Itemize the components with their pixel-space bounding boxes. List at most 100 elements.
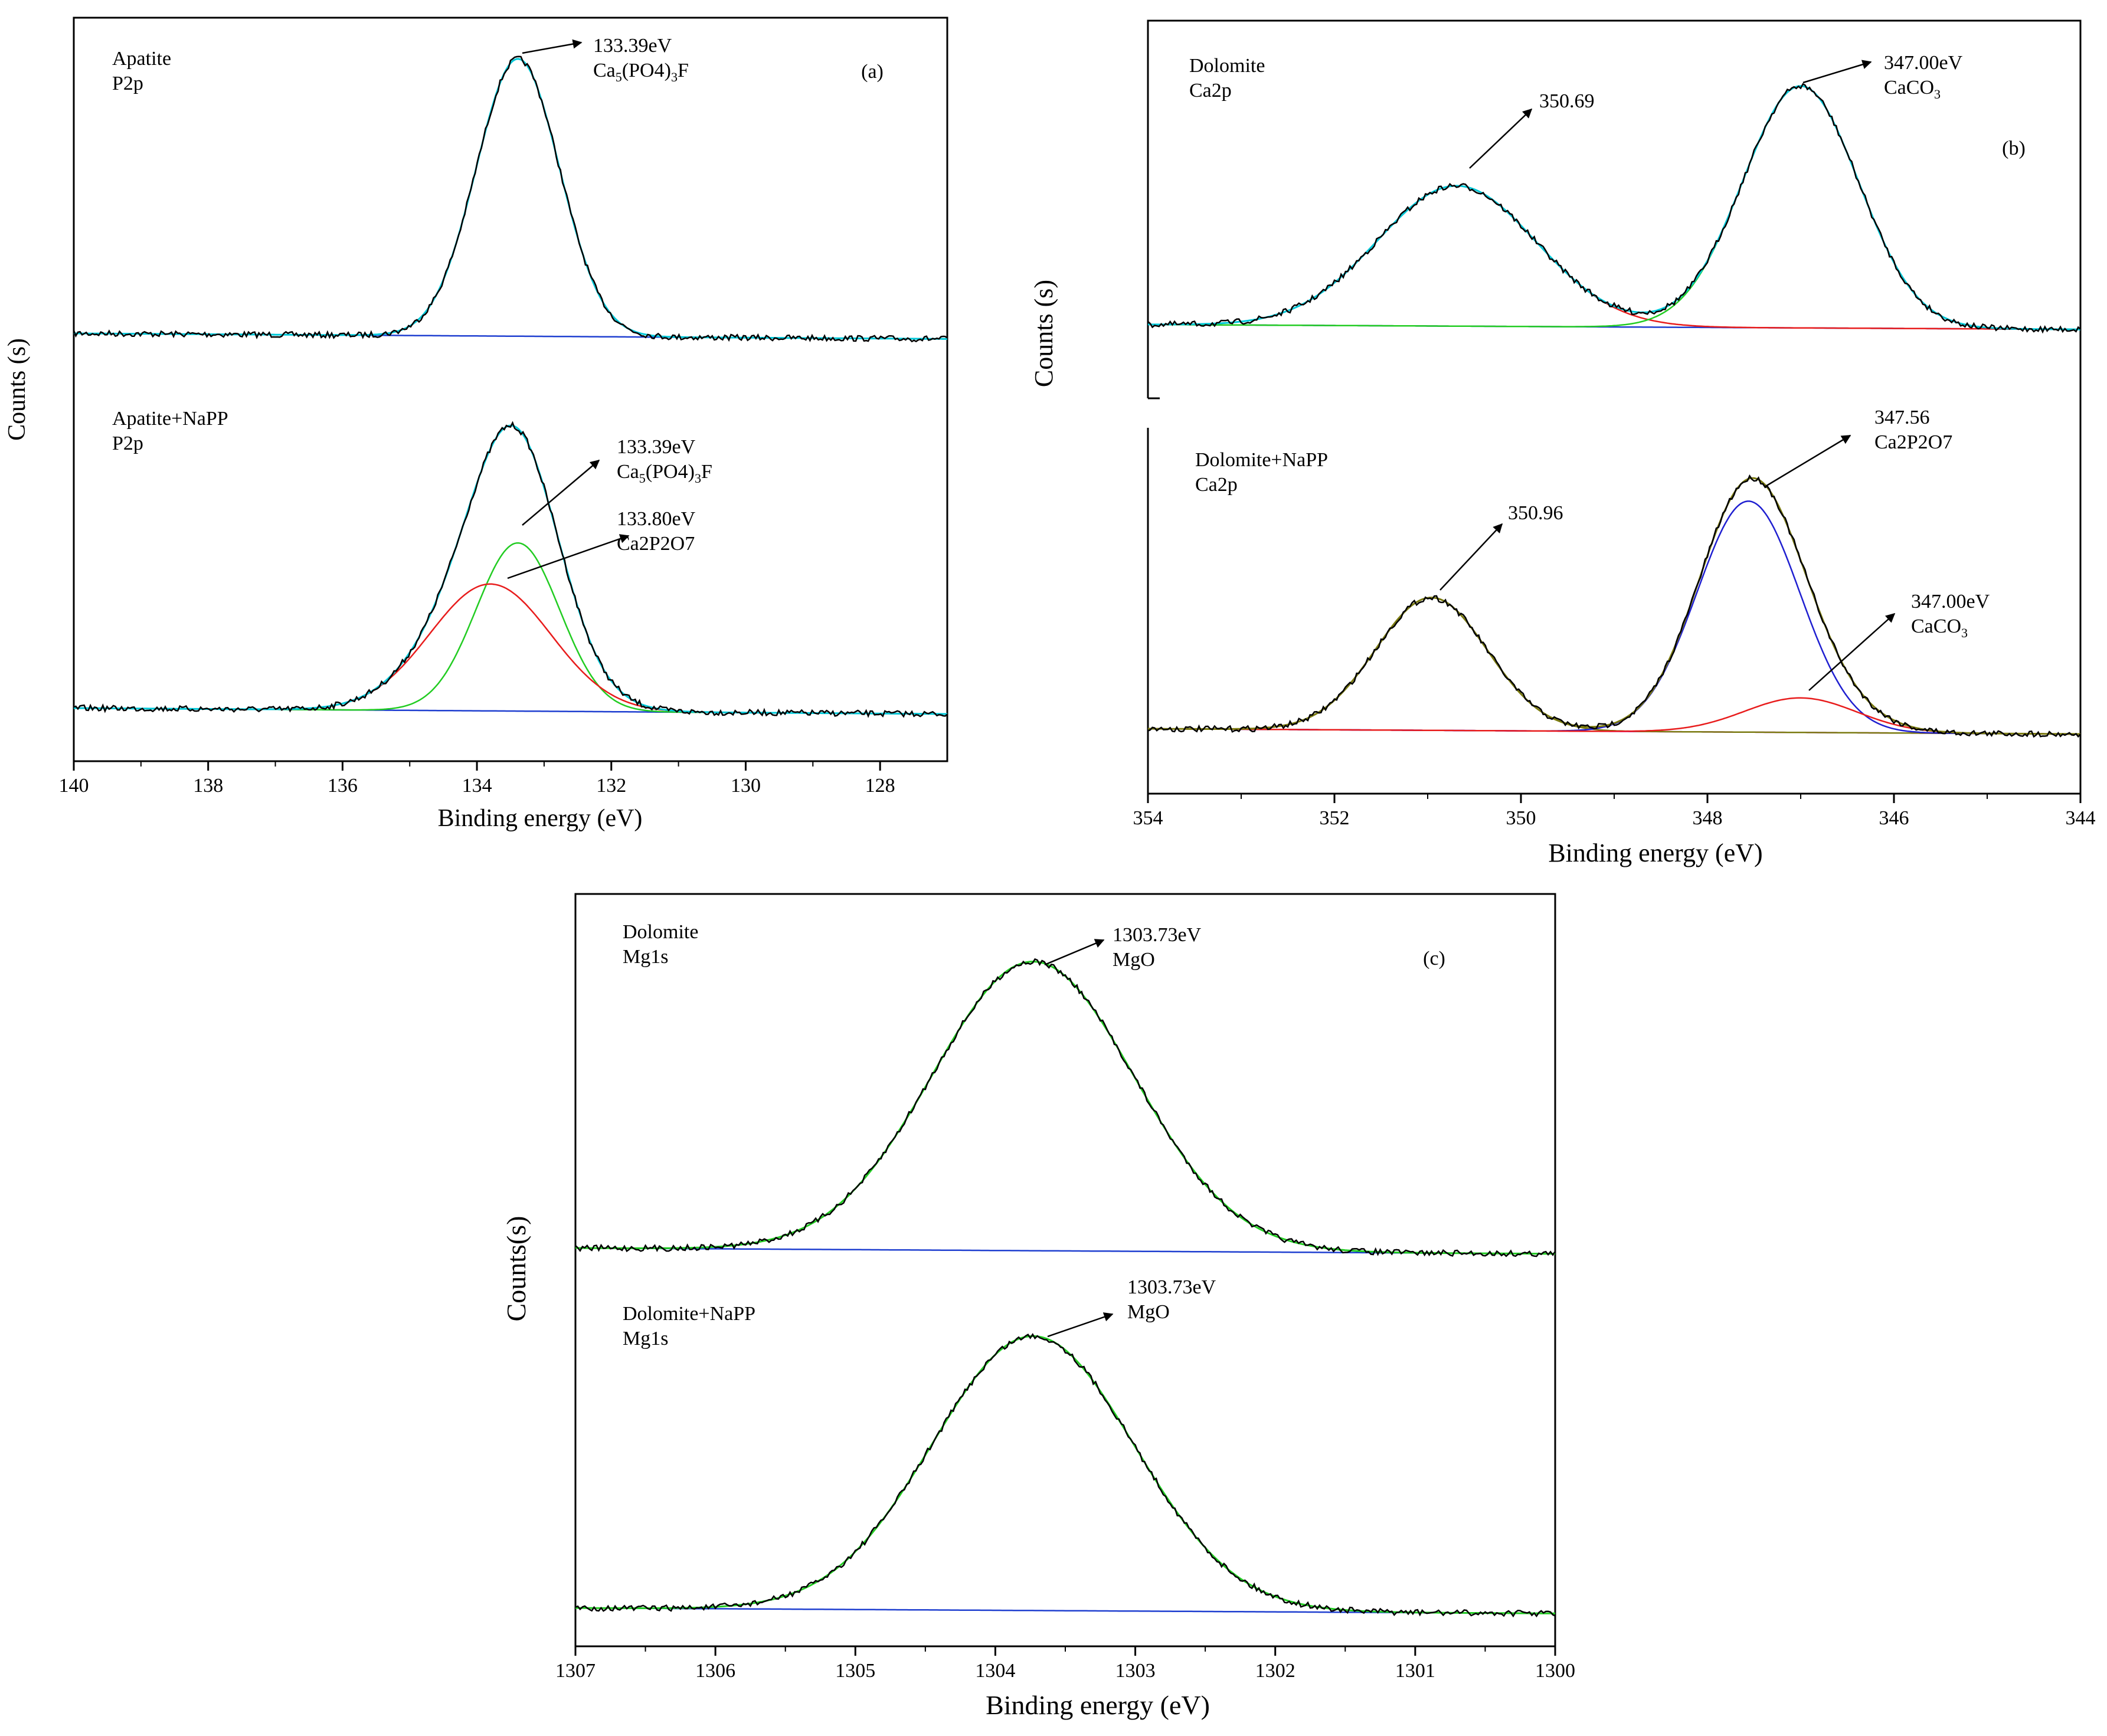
annotation-arrow (1047, 1312, 1114, 1338)
sample-label: Dolomite+NaPP (1195, 449, 1328, 471)
fit-component-350-69 (1148, 185, 2080, 330)
subplot-dolomite-napp: Dolomite+NaPP Mg1s 1303.73eV MgO (575, 1276, 1556, 1618)
x-tick-label: 140 (59, 775, 89, 797)
fit-component-347 (1148, 697, 2080, 735)
fit-envelope (575, 1335, 1555, 1614)
raw-spectrum (1147, 83, 2081, 334)
fit-component-133-39 (74, 542, 947, 715)
compound-mid: (PO4) (622, 60, 671, 81)
annotation-arrow (522, 459, 600, 526)
compound-main: MgO (1113, 949, 1155, 971)
sample-label: Dolomite (623, 921, 698, 943)
peak-energy-label: 347.00eV (1911, 591, 1990, 612)
compound-main: MgO (1127, 1301, 1170, 1323)
x-tick-label: 128 (865, 775, 895, 797)
plot-frame (574, 893, 1556, 1647)
peak-energy-label: 1303.73eV (1113, 924, 1202, 946)
x-tick-label: 138 (193, 775, 223, 797)
plot-frame (73, 17, 948, 762)
peak-compound-label: CaCO3 (1911, 615, 1968, 640)
annotation-arrow (1808, 612, 1896, 691)
annotation-arrow (522, 39, 583, 54)
peak-energy-label: 133.80eV (617, 508, 696, 530)
x-tick-label: 1300 (1535, 1660, 1575, 1682)
compound-subscript: 3 (671, 70, 678, 84)
raw-spectrum (575, 1333, 1556, 1618)
fit-envelope (1148, 85, 2080, 330)
orbital-label: Ca2p (1189, 80, 1232, 101)
x-tick-label: 346 (1879, 807, 1909, 829)
x-tick-label: 1304 (975, 1660, 1015, 1682)
raw-spectrum (73, 421, 948, 718)
compound-main: Ca2P2O7 (1874, 431, 1952, 453)
peak-compound-label: MgO (1113, 949, 1155, 971)
sample-label: Apatite+NaPP (112, 408, 228, 430)
x-tick-label: 348 (1693, 807, 1723, 829)
x-tick-label: 1302 (1255, 1660, 1295, 1682)
annotation-arrow (1469, 108, 1533, 169)
panel-c: 1307 1306 1305 1304 1303 1302 1301 1300 Binding … (501, 893, 1575, 1720)
panel-label: (b) (2002, 137, 2026, 159)
compound-subscript: 5 (639, 471, 646, 486)
raw-spectrum (1147, 474, 2081, 738)
plot-frame (1147, 19, 2082, 795)
compound-main: CaCO (1911, 615, 1961, 637)
sample-label: Dolomite (1189, 55, 1265, 77)
subplot-apatite: Apatite P2p 133.39eV Ca5(PO4)3F (73, 35, 948, 343)
compound-main: CaCO (1884, 77, 1934, 99)
panel-label: (a) (861, 61, 884, 83)
compound-main: Ca (617, 461, 639, 483)
y-axis-label: Counts(s) (501, 1216, 531, 1322)
compound-subscript: 5 (616, 70, 622, 84)
compound-mid: (PO4) (646, 461, 695, 483)
x-tick-label: 354 (1133, 807, 1163, 829)
peak-compound-label: Ca2P2O7 (617, 533, 695, 555)
panel-b: 354 352 350 348 346 344 Binding energy (eV) Cou… (1029, 19, 2096, 867)
compound-main: Ca (593, 60, 616, 81)
peak-energy-label: 347.00eV (1884, 52, 1963, 74)
x-tick-label: 132 (596, 775, 626, 797)
fit-envelope (74, 424, 947, 715)
compound-subscript: 3 (695, 471, 701, 486)
panel-label: (c) (1423, 948, 1445, 969)
raw-spectrum (73, 55, 948, 343)
annotation-arrow (507, 534, 630, 579)
orbital-label: Ca2p (1195, 474, 1238, 496)
subplot-apatite-napp: Apatite+NaPP P2p 133.39eV Ca5(PO4)3F 133.80e… (73, 408, 948, 718)
peak-energy-label: 350.69 (1539, 90, 1595, 112)
peak-energy-label: 133.39eV (593, 35, 672, 57)
y-axis-label: Counts (s) (1029, 280, 1058, 387)
annotation-arrow (1802, 60, 1872, 84)
panel-a: 140 138 136 134 132 130 128 Binding energy (eV)… (4, 17, 948, 832)
x-tick-label: 1303 (1115, 1660, 1156, 1682)
compound-subscript: 3 (1961, 625, 1968, 640)
x-tick-label: 1305 (835, 1660, 875, 1682)
peak-energy-label: 1303.73eV (1127, 1276, 1216, 1298)
fit-envelope (575, 961, 1555, 1255)
fit-component-133-8 (74, 583, 947, 715)
x-tick-label: 1306 (695, 1660, 735, 1682)
x-tick-label: 344 (2066, 807, 2096, 829)
x-axis-label: Binding energy (eV) (986, 1690, 1210, 1720)
sample-label: Apatite (112, 48, 171, 70)
orbital-label: Mg1s (623, 946, 668, 968)
annotation-arrow (1439, 523, 1503, 591)
peak-compound-label: MgO (1127, 1301, 1170, 1323)
peak-energy-label: 133.39eV (617, 436, 696, 458)
y-axis-label: Counts (s) (4, 338, 31, 441)
x-tick-label: 130 (731, 775, 761, 797)
x-tick-label: 1307 (555, 1660, 596, 1682)
compound-end: F (678, 60, 689, 81)
annotation-arrow (1044, 939, 1105, 966)
compound-end: F (701, 461, 712, 483)
annotation-arrow (1764, 434, 1851, 488)
x-axis-label: Binding energy (eV) (438, 805, 643, 832)
peak-compound-label: CaCO3 (1884, 77, 1941, 101)
sample-label: Dolomite+NaPP (623, 1303, 755, 1325)
raw-spectrum (575, 958, 1556, 1257)
subplot-dolomite: Dolomite Mg1s 1303.73eV MgO (575, 921, 1556, 1257)
x-tick-label: 350 (1506, 807, 1536, 829)
peak-compound-label: Ca5(PO4)3F (617, 461, 712, 486)
peak-compound-label: Ca2P2O7 (1874, 431, 1952, 453)
